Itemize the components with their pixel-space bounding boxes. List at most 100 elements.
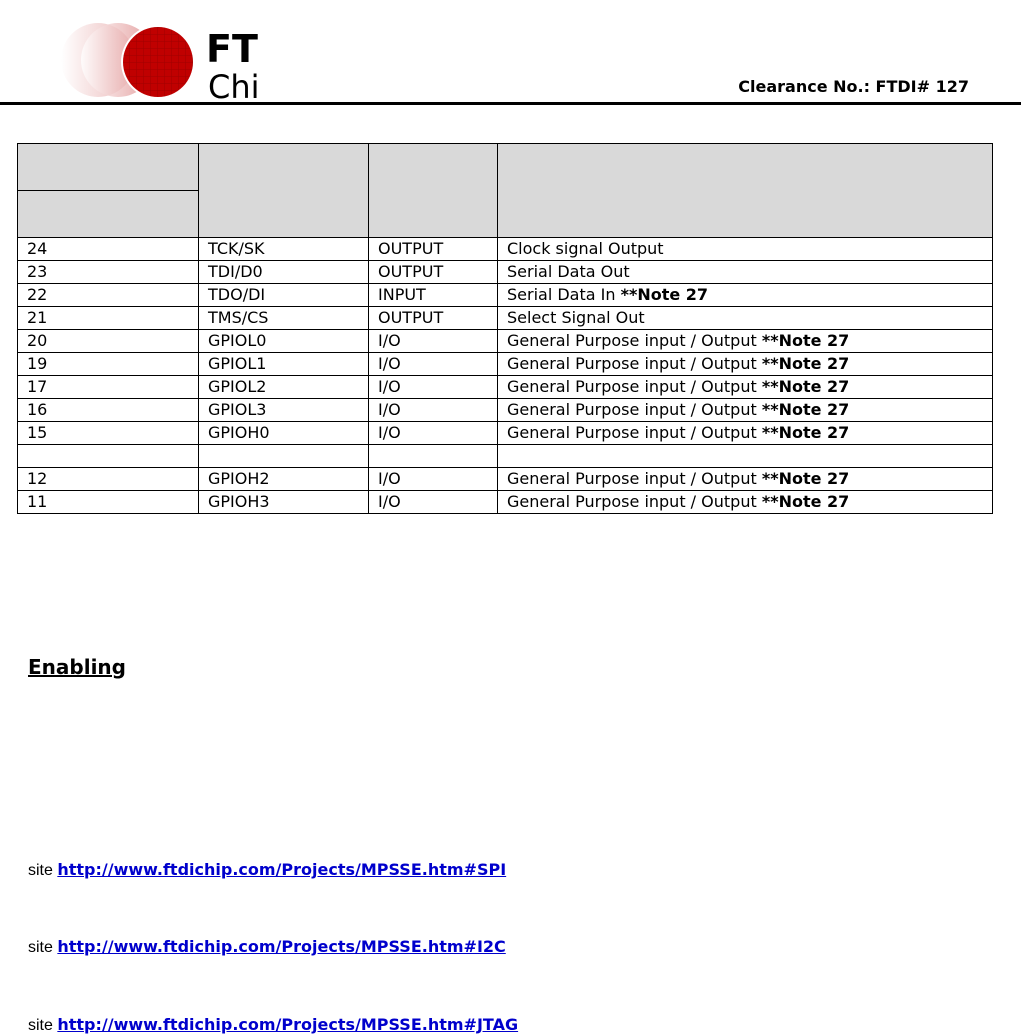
note-ref: **Note 27 bbox=[761, 492, 850, 511]
table-header-row bbox=[17, 190, 993, 238]
cell-type: I/O bbox=[368, 375, 498, 399]
cell-pin: 23 bbox=[17, 260, 199, 284]
cell-name: GPIOL3 bbox=[198, 398, 369, 422]
cell-name: TMS/CS bbox=[198, 306, 369, 330]
site-label: site bbox=[28, 939, 58, 956]
desc-text: General Purpose input / Output bbox=[507, 423, 762, 442]
mpsse-link[interactable]: http://www.ftdichip.com/Projects/MPSSE.h… bbox=[57, 937, 506, 956]
cell-desc: General Purpose input / Output **Note 27 bbox=[497, 375, 993, 399]
cell-desc: Serial Data In **Note 27 bbox=[497, 283, 993, 307]
cell-type: INPUT bbox=[368, 283, 498, 307]
cell-name bbox=[198, 444, 369, 468]
desc-text: General Purpose input / Output bbox=[507, 400, 762, 419]
ftdi-chip-logo: FTDI Chip bbox=[61, 23, 258, 104]
cell-type: I/O bbox=[368, 329, 498, 353]
cell-pin: 17 bbox=[17, 375, 199, 399]
section-heading: Enabling bbox=[28, 655, 126, 679]
table-row: 19 GPIOL1 I/O General Purpose input / Outpu… bbox=[17, 352, 993, 376]
cell-desc: General Purpose input / Output **Note 27 bbox=[497, 421, 993, 445]
site-label: site bbox=[28, 862, 58, 879]
mpsse-link[interactable]: http://www.ftdichip.com/Projects/MPSSE.h… bbox=[57, 860, 507, 879]
note-ref: **Note 27 bbox=[761, 400, 850, 419]
header-rule bbox=[0, 102, 1021, 105]
cell-pin: 12 bbox=[17, 467, 199, 491]
svg-text:Chip: Chip bbox=[208, 68, 258, 104]
header-cell bbox=[198, 143, 369, 238]
table-row: 17 GPIOL2 I/O General Purpose input / Outpu… bbox=[17, 375, 993, 399]
note-ref: **Note 27 bbox=[761, 423, 850, 442]
header-cell bbox=[368, 143, 498, 238]
desc-text: General Purpose input / Output bbox=[507, 492, 762, 511]
cell-pin: 15 bbox=[17, 421, 199, 445]
cell-type: OUTPUT bbox=[368, 237, 498, 261]
cell-pin bbox=[17, 444, 199, 468]
cell-type: I/O bbox=[368, 467, 498, 491]
cell-pin: 19 bbox=[17, 352, 199, 376]
desc-text: General Purpose input / Output bbox=[507, 469, 762, 488]
table-row: 20 GPIOL0 I/O General Purpose input / Outpu… bbox=[17, 329, 993, 353]
cell-name: GPIOH2 bbox=[198, 467, 369, 491]
cell-name: GPIOL0 bbox=[198, 329, 369, 353]
pin-table: 24 TCK/SK OUTPUT Clock signal Output 23 TDI/D… bbox=[17, 143, 993, 514]
note-ref: **Note 27 bbox=[761, 469, 850, 488]
table-row: 16 GPIOL3 I/O General Purpose input / Outpu… bbox=[17, 398, 993, 422]
cell-name: TDO/DI bbox=[198, 283, 369, 307]
cell-name: GPIOH3 bbox=[198, 490, 369, 514]
table-row: 15 GPIOH0 I/O General Purpose input / Outpu… bbox=[17, 421, 993, 445]
cell-desc: General Purpose input / Output **Note 27 bbox=[497, 398, 993, 422]
site-label: site bbox=[28, 1017, 58, 1034]
note-ref: **Note 27 bbox=[620, 285, 709, 304]
cell-name: TCK/SK bbox=[198, 237, 369, 261]
desc-text: General Purpose input / Output bbox=[507, 377, 762, 396]
cell-desc: General Purpose input / Output **Note 27 bbox=[497, 490, 993, 514]
cell-pin: 22 bbox=[17, 283, 199, 307]
cell-desc: Select Signal Out bbox=[497, 306, 993, 330]
table-row: 24 TCK/SK OUTPUT Clock signal Output bbox=[17, 237, 993, 261]
note-ref: **Note 27 bbox=[761, 331, 850, 350]
table-row bbox=[17, 444, 993, 468]
desc-text: General Purpose input / Output bbox=[507, 331, 762, 350]
table-row: 12 GPIOH2 I/O General Purpose input / Outpu… bbox=[17, 467, 993, 491]
cell-desc: General Purpose input / Output **Note 27 bbox=[497, 467, 993, 491]
link-line: site http://www.ftdichip.com/Projects/MP… bbox=[28, 937, 506, 957]
cell-name: GPIOH0 bbox=[198, 421, 369, 445]
cell-type: I/O bbox=[368, 398, 498, 422]
link-line: site http://www.ftdichip.com/Projects/MP… bbox=[28, 1015, 518, 1035]
table-row: 23 TDI/D0 OUTPUT Serial Data Out bbox=[17, 260, 993, 284]
cell-name: GPIOL1 bbox=[198, 352, 369, 376]
cell-name: TDI/D0 bbox=[198, 260, 369, 284]
table-row: 22 TDO/DI INPUT Serial Data In **Note 27 bbox=[17, 283, 993, 307]
desc-text: Serial Data In bbox=[507, 285, 621, 304]
note-ref: **Note 27 bbox=[761, 377, 850, 396]
cell-desc: Serial Data Out bbox=[497, 260, 993, 284]
note-ref: **Note 27 bbox=[761, 354, 850, 373]
table-row: 11 GPIOH3 I/O General Purpose input / Outpu… bbox=[17, 490, 993, 514]
cell-pin: 21 bbox=[17, 306, 199, 330]
desc-text: Serial Data Out bbox=[507, 262, 630, 281]
cell-pin: 24 bbox=[17, 237, 199, 261]
table-header-row bbox=[17, 143, 993, 238]
mpsse-link[interactable]: http://www.ftdichip.com/Projects/MPSSE.h… bbox=[57, 1015, 519, 1034]
header-cell bbox=[497, 143, 993, 238]
cell-desc: General Purpose input / Output **Note 27 bbox=[497, 352, 993, 376]
header-cell bbox=[17, 190, 199, 238]
desc-text: General Purpose input / Output bbox=[507, 354, 762, 373]
cell-type: I/O bbox=[368, 490, 498, 514]
desc-text: Select Signal Out bbox=[507, 308, 645, 327]
cell-type: OUTPUT bbox=[368, 260, 498, 284]
table-row: 21 TMS/CS OUTPUT Select Signal Out bbox=[17, 306, 993, 330]
svg-text:FTDI: FTDI bbox=[206, 27, 258, 71]
cell-desc bbox=[497, 444, 993, 468]
cell-desc: General Purpose input / Output **Note 27 bbox=[497, 329, 993, 353]
cell-name: GPIOL2 bbox=[198, 375, 369, 399]
cell-pin: 20 bbox=[17, 329, 199, 353]
cell-type: I/O bbox=[368, 352, 498, 376]
cell-pin: 16 bbox=[17, 398, 199, 422]
cell-type: OUTPUT bbox=[368, 306, 498, 330]
cell-type bbox=[368, 444, 498, 468]
desc-text: Clock signal Output bbox=[507, 239, 664, 258]
cell-desc: Clock signal Output bbox=[497, 237, 993, 261]
clearance-number: Clearance No.: FTDI# 127 bbox=[738, 77, 969, 96]
header-cell bbox=[17, 143, 199, 191]
cell-pin: 11 bbox=[17, 490, 199, 514]
